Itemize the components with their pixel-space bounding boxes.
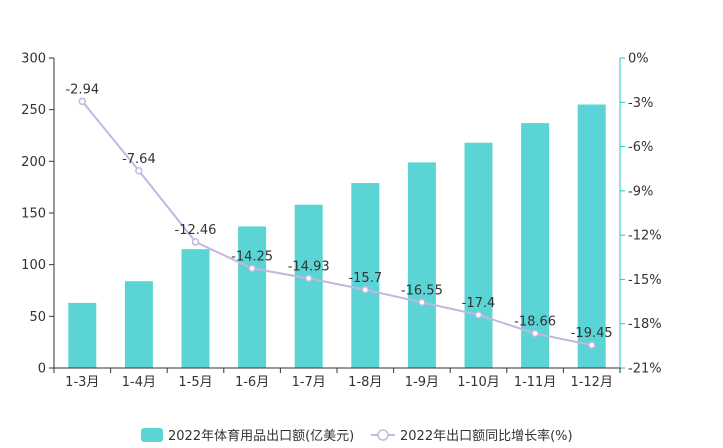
line-point [474, 311, 483, 319]
line-data-label: -15.7 [348, 271, 382, 286]
line-data-label: -2.94 [65, 82, 99, 97]
x-tick-label: 1-8月 [348, 375, 382, 390]
right-tick-label: -18% [628, 317, 662, 332]
line-data-label: -7.64 [122, 152, 156, 167]
x-tick-label: 1-12月 [570, 375, 613, 390]
bar [407, 162, 436, 368]
left-tick-label: 250 [21, 103, 46, 118]
left-tick-label: 200 [21, 155, 46, 170]
bar [181, 249, 210, 368]
right-tick-label: -3% [628, 96, 653, 111]
legend-label-growth: 2022年出口额同比增长率(%) [400, 428, 573, 444]
left-tick-label: 300 [21, 52, 46, 67]
right-tick-label: -15% [628, 273, 662, 288]
line-data-label: -16.55 [401, 283, 443, 298]
left-axis-ticks: 0 50 100 150 200 250 300 [21, 52, 54, 377]
line-data-label: -18.66 [514, 314, 556, 329]
bar [68, 302, 97, 368]
bar [238, 226, 267, 368]
line-marker-icon [371, 429, 395, 441]
x-axis-ticks: 1-3月 1-4月 1-5月 1-6月 1-7月 1-8月 1-9月 1-10月 1-11月 1-… [53, 368, 621, 390]
bar [464, 142, 493, 368]
line-data-label: -14.25 [231, 249, 273, 264]
growth-line [81, 100, 592, 347]
bar [294, 204, 323, 368]
line-point [587, 341, 596, 349]
line-point [135, 167, 143, 175]
legend-line-marker [377, 429, 389, 441]
left-tick-label: 150 [21, 207, 46, 222]
legend-label-exports: 2022年体育用品出口额(亿美元) [168, 428, 354, 444]
legend: 2022年体育用品出口额(亿美元) 2022年出口额同比增长率(%) [141, 428, 573, 444]
bar [124, 281, 153, 368]
line-data-label: -19.45 [571, 326, 613, 341]
right-tick-label: -21% [628, 362, 662, 377]
x-tick-label: 1-3月 [65, 375, 99, 390]
x-tick-label: 1-9月 [405, 375, 439, 390]
bar [351, 183, 380, 368]
right-tick-label: -6% [628, 140, 653, 155]
line-point [78, 97, 87, 106]
right-tick-label: 0% [628, 52, 649, 67]
line-point [531, 329, 539, 338]
line-point [418, 298, 426, 307]
bar-swatch-icon [141, 428, 163, 442]
line-point [248, 264, 256, 273]
line-point [191, 238, 200, 246]
line-data-label: -12.46 [175, 223, 217, 238]
right-tick-label: -9% [628, 184, 653, 199]
x-tick-label: 1-6月 [235, 375, 269, 390]
right-axis-ticks: -21% -18% -15% -12% -9% -6% -3% 0% [620, 52, 662, 377]
line-data-label: -14.93 [288, 259, 330, 274]
x-tick-label: 1-5月 [178, 375, 212, 390]
right-tick-label: -12% [628, 229, 662, 244]
x-tick-label: 1-4月 [122, 375, 156, 390]
x-tick-label: 1-11月 [514, 375, 557, 390]
left-tick-label: 50 [29, 310, 46, 325]
bar-series [68, 104, 606, 368]
left-tick-label: 0 [38, 362, 46, 377]
line-data-label: -17.4 [462, 296, 496, 311]
line-point [361, 286, 370, 294]
line-series [78, 97, 596, 349]
bar [521, 123, 550, 368]
bar [577, 104, 606, 368]
x-tick-label: 1-7月 [292, 375, 326, 390]
left-tick-label: 100 [21, 258, 46, 273]
line-point [304, 274, 313, 283]
line-data-labels: -2.94 -7.64 -12.46 -14.25 -14.93 -15.7 -16.55 -… [65, 82, 612, 341]
x-tick-label: 1-10月 [457, 375, 500, 390]
